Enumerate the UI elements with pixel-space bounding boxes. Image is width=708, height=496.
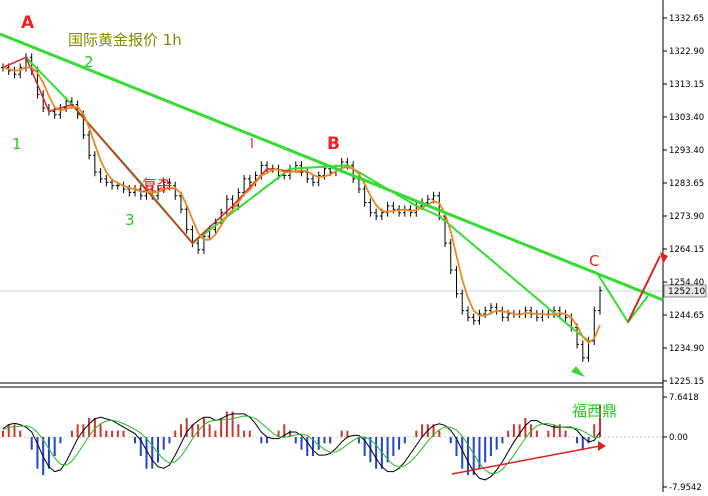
- indicator-signal-line: [2, 415, 601, 475]
- price-bars: [1, 53, 602, 362]
- price-tick-label: 1244.65: [669, 311, 704, 321]
- price-tick-label: 1283.65: [669, 179, 704, 189]
- wave-label-1: 1: [12, 135, 22, 153]
- main-trendline: [0, 32, 664, 302]
- projection-red-line: [627, 255, 661, 323]
- wave-end-arrow: [571, 366, 585, 377]
- price-tick-label: 1273.90: [669, 212, 704, 222]
- price-tick-label: 1322.90: [669, 47, 704, 57]
- price-tick-label: 1225.15: [669, 377, 704, 387]
- wave-zigzag-green: [25, 56, 590, 342]
- price-axis-ticks: 1332.65 1322.90 1313.15 1303.40 1293.40 1283.…: [663, 14, 704, 387]
- complex-label: 复杂: [142, 176, 172, 194]
- wave-label-i: I: [250, 137, 254, 152]
- projection-arrow-head: [660, 252, 668, 264]
- divergence-arrow-head: [598, 441, 606, 451]
- price-tick-label: 1313.15: [669, 80, 704, 90]
- current-price-box: [663, 284, 707, 298]
- current-price-label: 1252.10: [668, 287, 705, 297]
- chart-title: 国际黄金报价 1h: [68, 31, 182, 49]
- indicator-tick-label: -7.9542: [669, 483, 702, 492]
- wave-zigzag-red: [2, 56, 302, 245]
- watermark-text: 福西鼎: [572, 402, 617, 420]
- indicator-axis-ticks: 7.6418 0.00 -7.9542: [663, 393, 702, 493]
- price-tick-label: 1293.40: [669, 146, 704, 156]
- price-tick-label: 1234.90: [669, 344, 704, 354]
- indicator-tick-label: 7.6418: [669, 393, 699, 403]
- price-tick-label: 1303.40: [669, 113, 704, 123]
- moving-average-line: [2, 66, 601, 344]
- wave-label-b: B: [327, 134, 340, 154]
- wave-label-a: A: [21, 13, 35, 33]
- indicator-tick-label: 0.00: [669, 433, 688, 443]
- wave-label-3: 3: [125, 211, 135, 229]
- wave-lines: [2, 56, 590, 342]
- divergence-line: [451, 445, 601, 475]
- price-tick-label: 1332.65: [669, 14, 704, 24]
- indicator-histogram: [2, 405, 601, 476]
- price-tick-label: 1254.40: [669, 278, 704, 288]
- wave-label-2: 2: [84, 53, 94, 71]
- wave-label-c: C: [589, 252, 599, 270]
- price-tick-label: 1264.15: [669, 245, 704, 255]
